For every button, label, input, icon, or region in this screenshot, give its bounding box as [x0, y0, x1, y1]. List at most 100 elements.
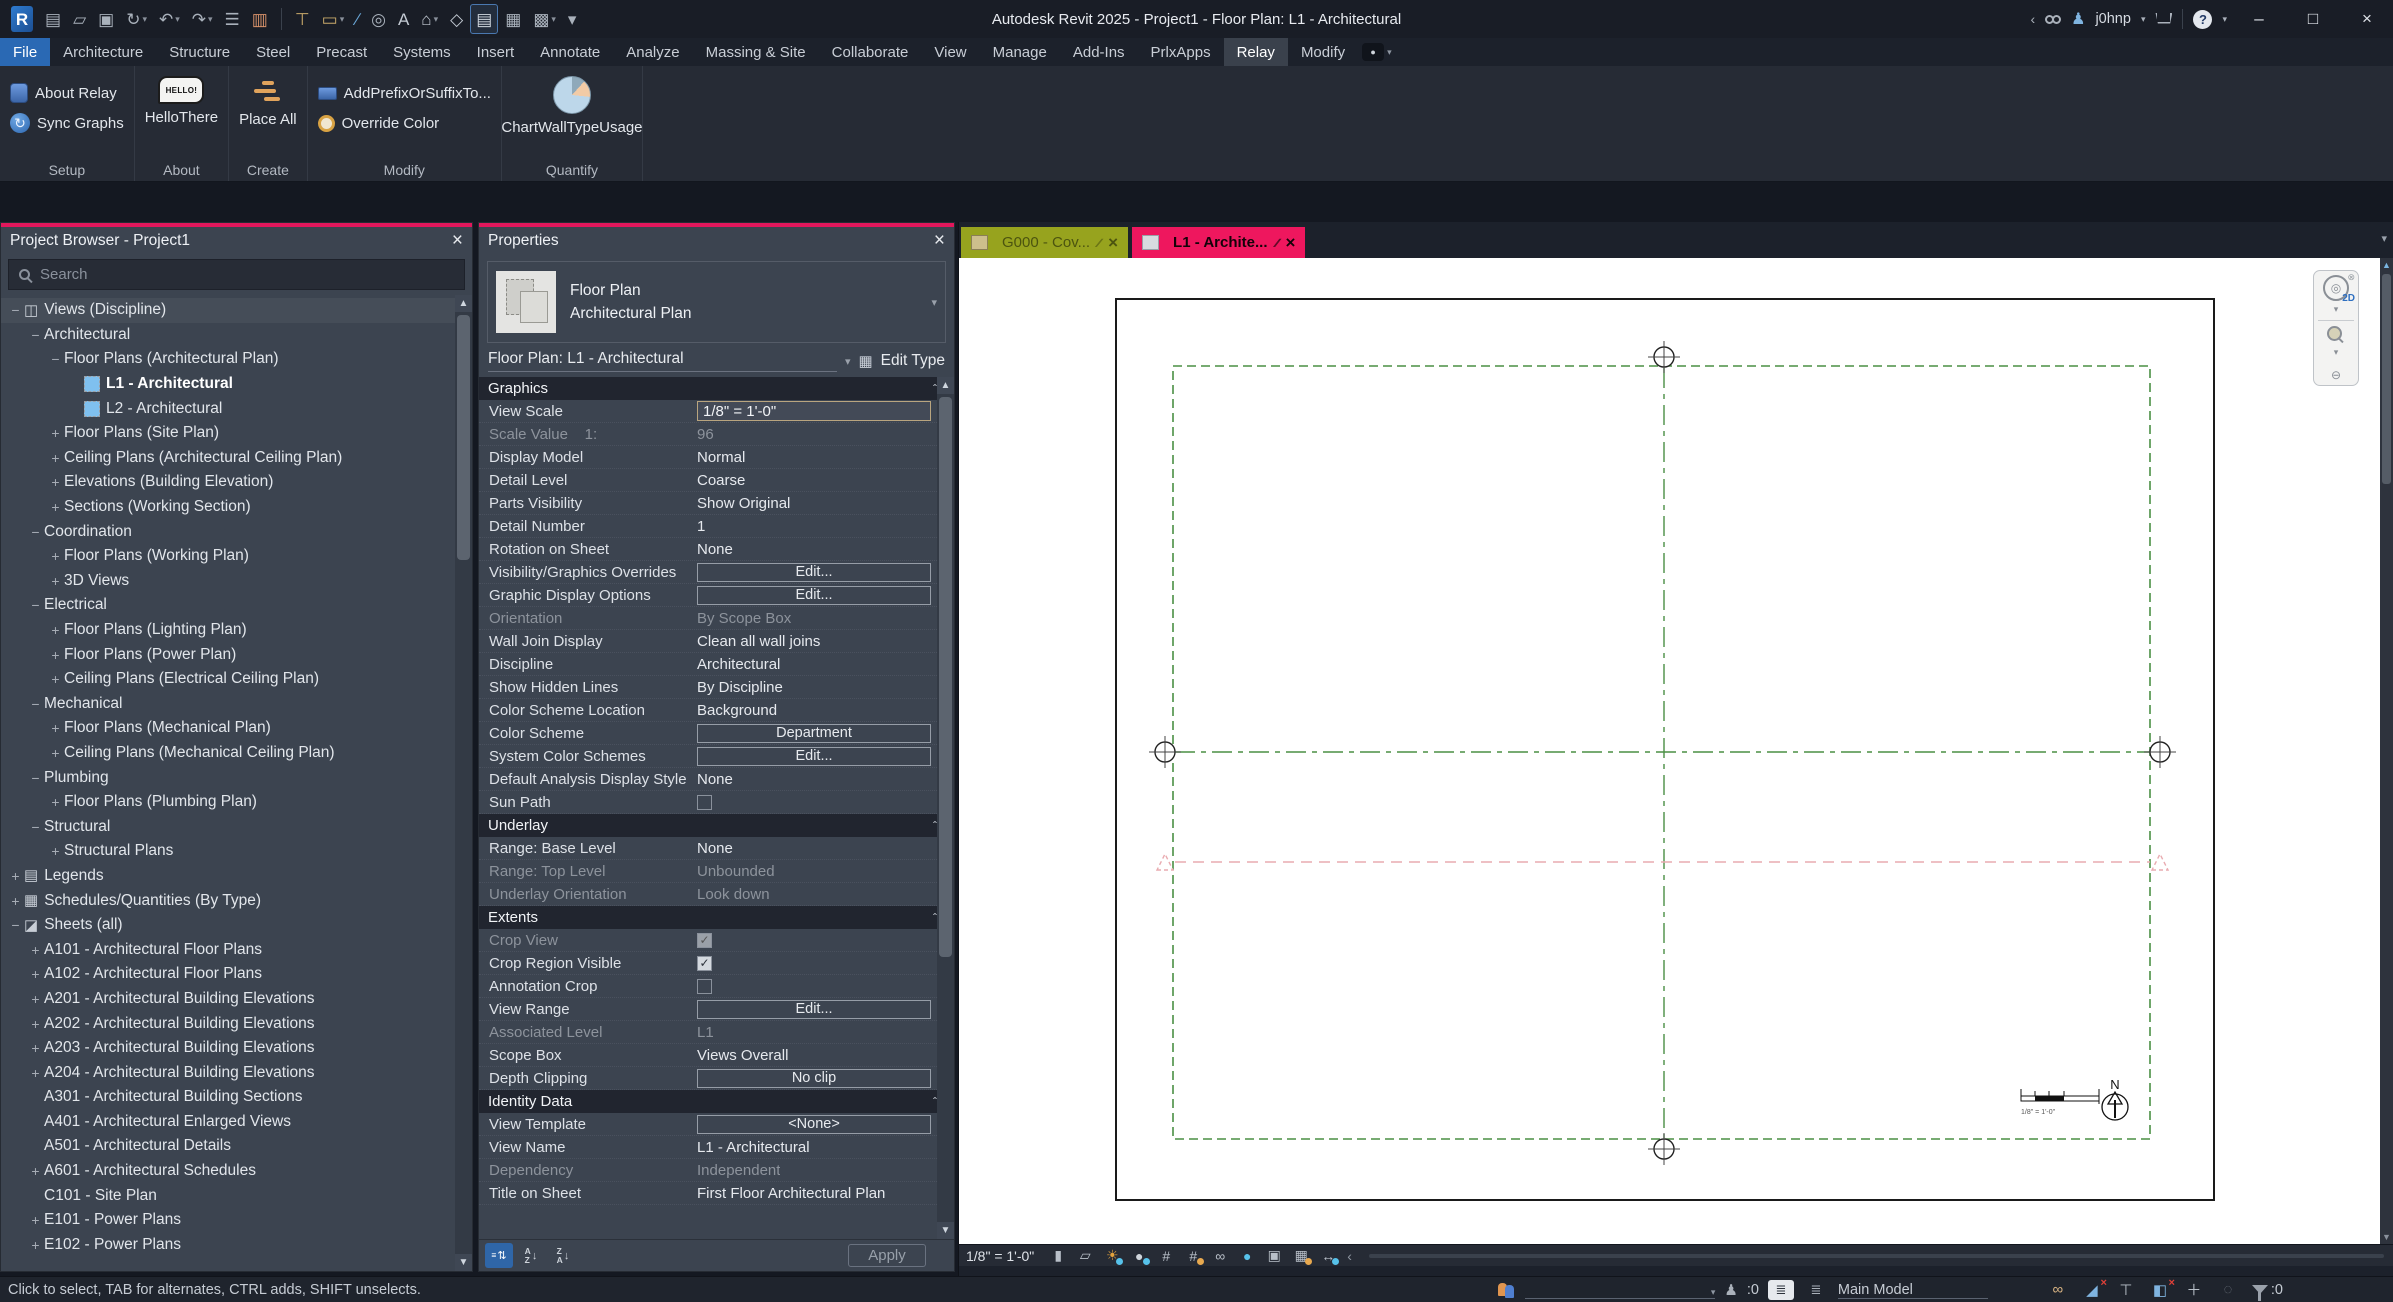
type-selector[interactable]: Floor Plan Architectural Plan ▾ — [487, 261, 946, 343]
select-underlay-elements-icon[interactable]: ◢ × — [2086, 1276, 2107, 1299]
property-value[interactable]: Architectural — [697, 655, 781, 673]
collapse-icon[interactable]: − — [51, 351, 60, 368]
account-icon[interactable]: ♟ — [2071, 11, 2086, 28]
property-value[interactable]: L1 - Architectural — [697, 1138, 810, 1156]
close-tab-icon[interactable]: × — [1285, 232, 1296, 252]
select-links-icon[interactable]: ∞ — [2052, 1281, 2064, 1298]
prop-system-color-schemes-button[interactable]: Edit... — [697, 746, 931, 766]
expand-icon[interactable]: + — [11, 867, 20, 884]
property-section-graphics[interactable]: Graphics ˆ — [479, 377, 954, 400]
tree-item-architectural[interactable]: − Architectural — [1, 323, 472, 348]
tree-item-floor-plans-mechanical-plan[interactable]: + Floor Plans (Mechanical Plan) — [1, 716, 472, 741]
ribbon-tab-prlxapps[interactable]: PrlxApps — [1150, 43, 1211, 61]
expand-icon[interactable]: + — [31, 966, 40, 983]
tree-item-a301-architectural-building-sections[interactable]: A301 - Architectural Building Sections — [1, 1085, 472, 1110]
navigation-bar[interactable]: ⊗ ◎ 2D ▾ ▾ ⊖ — [2313, 270, 2359, 386]
detail-level-icon[interactable]: ▮ — [1054, 1247, 1063, 1263]
prop-depth-clipping-button[interactable]: No clip — [697, 1068, 931, 1088]
property-section-underlay[interactable]: Underlay ˆ — [479, 814, 954, 837]
chevron-down-icon[interactable]: ▾ — [208, 13, 213, 24]
expand-icon[interactable]: + — [51, 572, 60, 589]
property-value[interactable]: None — [697, 540, 733, 558]
steering-wheel-icon[interactable]: ◎ 2D — [2323, 275, 2355, 304]
tree-item-floor-plans-power-plan[interactable]: + Floor Plans (Power Plan) — [1, 642, 472, 667]
close-tab-icon[interactable]: × — [1108, 232, 1119, 252]
save-icon-button[interactable]: ▣ — [93, 4, 119, 34]
show-crop-region-icon[interactable]: # — [1181, 1246, 1205, 1266]
select-elements-by-face-icon[interactable]: ◧ × — [2152, 1276, 2175, 1299]
tree-item-a101-architectural-floor-plans[interactable]: + A101 - Architectural Floor Plans — [1, 937, 472, 962]
close-icon[interactable]: × — [933, 230, 945, 251]
tree-item-ceiling-plans-architectural-ceiling-plan[interactable]: + Ceiling Plans (Architectural Ceiling Pl… — [1, 446, 472, 471]
ribbon-tab-massing-site[interactable]: Massing & Site — [705, 43, 806, 61]
crop-region-boundary[interactable] — [1115, 298, 2215, 1201]
chevron-down-icon[interactable]: ▾ — [2333, 347, 2339, 357]
drawing-canvas[interactable]: 1/8" = 1'-0" N ⊗ ◎ 2D ▾ ▾ ⊖ — [959, 258, 2381, 1244]
prop-crop-region-visible-checkbox[interactable]: ✓ — [697, 955, 712, 971]
canvas-vertical-scrollbar[interactable]: ▲ ▼ — [2380, 258, 2393, 1244]
ribbon-tab-view[interactable]: View — [934, 43, 967, 61]
zoom-icon[interactable] — [2327, 326, 2345, 344]
level-marker-left[interactable] — [1155, 852, 1175, 871]
tree-item-l1-architectural[interactable]: L1 - Architectural — [1, 372, 472, 397]
tree-item-floor-plans-site-plan[interactable]: + Floor Plans (Site Plan) — [1, 421, 472, 446]
tree-item-a501-architectural-details[interactable]: A501 - Architectural Details — [1, 1134, 472, 1159]
text-icon-button[interactable]: A — [393, 4, 414, 34]
expand-icon[interactable]: + — [51, 499, 60, 516]
tree-item-floor-plans-plumbing-plan[interactable]: + Floor Plans (Plumbing Plan) — [1, 790, 472, 815]
open-icon-button[interactable]: ▱ — [68, 4, 91, 34]
tree-item-e102-power-plans[interactable]: + E102 - Power Plans — [1, 1233, 472, 1258]
ribbon-tab-insert[interactable]: Insert — [476, 43, 515, 61]
property-value[interactable]: Normal — [697, 448, 746, 466]
sort-descending-icon[interactable]: Z A ↓ — [556, 1246, 570, 1265]
account-username[interactable]: j0hnp — [2095, 11, 2131, 27]
expand-icon[interactable]: + — [31, 1236, 40, 1253]
sync-with-central-icon-button[interactable]: ↻ ▾ — [121, 4, 152, 34]
property-value[interactable]: Coarse — [697, 471, 746, 489]
tree-item-coordination[interactable]: − Coordination — [1, 519, 472, 544]
sun-path-icon[interactable]: ☀ — [1100, 1246, 1124, 1266]
view-scale-button[interactable]: 1/8" = 1'-0" — [966, 1247, 1035, 1264]
tree-item-a102-architectural-floor-plans[interactable]: + A102 - Architectural Floor Plans — [1, 962, 472, 987]
tree-item-a203-architectural-building-elevations[interactable]: + A203 - Architectural Building Elevation… — [1, 1036, 472, 1061]
select-pinned-elements-icon[interactable]: ⊤ — [2119, 1281, 2133, 1299]
tree-item-electrical[interactable]: − Electrical — [1, 593, 472, 618]
tree-item-a202-architectural-building-elevations[interactable]: + A202 - Architectural Building Elevation… — [1, 1011, 472, 1036]
scroll-down-icon[interactable]: ▼ — [937, 1222, 954, 1239]
property-value[interactable]: 1 — [697, 517, 706, 535]
editing-requests-icon[interactable]: ♟ — [1724, 1281, 1738, 1299]
visual-style-icon[interactable]: ▱ — [1079, 1247, 1091, 1263]
scrollbar-thumb[interactable] — [2382, 274, 2391, 484]
property-section-identity-data[interactable]: Identity Data ˆ — [479, 1090, 954, 1113]
apply-button[interactable]: Apply — [848, 1244, 926, 1267]
ribbon-tab-modify[interactable]: Modify — [1300, 43, 1346, 61]
tree-item-structural-plans[interactable]: + Structural Plans — [1, 839, 472, 864]
store-cart-icon[interactable] — [2155, 12, 2173, 24]
ribbon-tab-steel[interactable]: Steel — [256, 43, 291, 61]
ribbon-tab-precast[interactable]: Precast — [316, 43, 368, 61]
property-section-extents[interactable]: Extents ˆ — [479, 906, 954, 929]
expand-icon[interactable]: + — [51, 671, 60, 688]
worksharing-icon[interactable] — [1496, 1282, 1516, 1298]
tree-item-a601-architectural-schedules[interactable]: + A601 - Architectural Schedules — [1, 1159, 472, 1184]
temporary-hide-isolate-icon[interactable]: ∞ — [1215, 1247, 1226, 1264]
scrollbar-thumb[interactable] — [457, 315, 470, 560]
help-icon[interactable]: ? — [2193, 9, 2213, 29]
ribbon-item-sync-graphs[interactable]: ↻ Sync Graphs — [10, 110, 124, 136]
chevron-down-icon[interactable]: ▾ — [142, 13, 147, 24]
chevron-down-icon[interactable]: ▾ — [433, 13, 439, 24]
scroll-down-icon[interactable]: ▼ — [455, 1254, 472, 1271]
scroll-down-icon[interactable]: ▼ — [2382, 1232, 2391, 1242]
canvas-horizontal-scrollbar[interactable] — [1368, 1253, 2384, 1258]
prop-visibility-graphics-overrides-button[interactable]: Edit... — [697, 562, 931, 582]
ribbon-display-dropdown-icon[interactable]: ▾ — [1387, 46, 1392, 57]
tree-item-a401-architectural-enlarged-views[interactable]: A401 - Architectural Enlarged Views — [1, 1110, 472, 1135]
expand-icon[interactable]: + — [51, 425, 60, 442]
worksets-icon[interactable]: ≣ — [1767, 1279, 1794, 1300]
tree-item-legends[interactable]: + ▤ Legends — [1, 864, 472, 889]
property-value[interactable]: None — [697, 770, 733, 788]
expand-icon[interactable]: + — [51, 720, 60, 737]
tree-item-sections-working-section[interactable]: + Sections (Working Section) — [1, 495, 472, 520]
tree-item-e101-power-plans[interactable]: + E101 - Power Plans — [1, 1208, 472, 1233]
ribbon-item-about-relay[interactable]: About Relay — [10, 80, 124, 106]
